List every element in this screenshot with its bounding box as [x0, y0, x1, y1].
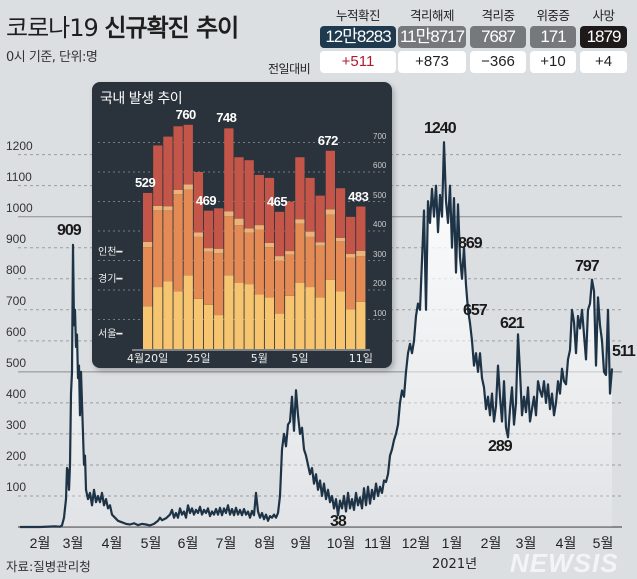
stat-cumulative: 누적확진 12만8283 +511 — [320, 6, 396, 73]
source-credit: 자료:질병관리청 — [6, 559, 91, 574]
inset-annotation: 760 — [175, 106, 197, 122]
annotation-label: 621 — [500, 315, 525, 332]
inset-title: 국내 발생 추이 — [100, 91, 183, 107]
x-tick-label: 7월 — [215, 535, 237, 551]
inset-y-tick: 100 — [373, 308, 387, 318]
annotation-label: 657 — [463, 302, 488, 319]
inset-stacked-bar-chart — [98, 124, 388, 351]
annotation-label: 38 — [330, 513, 347, 530]
inset-y-tick: 200 — [373, 279, 387, 288]
compare-label: 전일대비 — [268, 62, 311, 76]
inset-annotation: 672 — [317, 132, 339, 148]
stat-value: 1879 — [580, 26, 627, 48]
stat-label: 위중증 — [536, 8, 570, 23]
x-tick-label: 8월 — [254, 535, 276, 551]
watermark-logo: NEWSIS — [510, 548, 619, 578]
x-tick-label: 5월 — [140, 535, 162, 551]
legend-seoul: 서울━ — [98, 329, 123, 340]
inset-x-tick: 5월 — [250, 352, 268, 365]
x-tick-label: 3월 — [515, 535, 537, 551]
x-tick-label: 9월 — [290, 535, 312, 551]
y-tick-label: 1200 — [6, 138, 33, 153]
annotation-label: 511 — [612, 343, 636, 360]
y-tick-label: 500 — [6, 355, 27, 370]
inset-annotation: 748 — [216, 110, 237, 126]
stat-diff: +873 — [398, 51, 466, 73]
stat-value: 12만8283 — [320, 26, 396, 48]
stat-diff: +511 — [320, 51, 396, 73]
inset-annotation: 529 — [135, 174, 156, 190]
inset-y-tick: 400 — [373, 220, 387, 229]
y-tick-label: 400 — [6, 386, 27, 401]
annotation-label: 869 — [458, 235, 483, 252]
y-tick-label: 300 — [6, 417, 27, 432]
y-tick-label: 800 — [6, 262, 27, 277]
inset-y-tick: 600 — [373, 161, 387, 170]
stat-deaths: 사망 1879 +4 — [580, 6, 627, 73]
inset-y-tick: 500 — [373, 190, 387, 200]
y-tick-label: 1000 — [6, 200, 33, 215]
y-tick-label: 100 — [6, 479, 27, 494]
inset-annotation: 469 — [195, 192, 217, 208]
annotation-label: 289 — [488, 438, 513, 455]
x-tick-label: 6월 — [177, 535, 199, 551]
inset-y-tick: 300 — [373, 249, 387, 259]
legend-incheon: 인천━ — [98, 247, 123, 258]
inset-chart-panel: 국내 발생 추이 인천━ 경기━ 서울━ 100 200 300 400 500 600 7… — [92, 82, 392, 368]
annotation-label: 909 — [57, 222, 82, 239]
subtitle: 0시 기준, 단위:명 — [6, 50, 98, 65]
stat-value: 171 — [530, 26, 576, 48]
legend-gyeonggi: 경기━ — [98, 274, 123, 285]
y-tick-label: 600 — [6, 324, 27, 339]
x-tick-label: 11월 — [364, 535, 392, 551]
x-tick-label: 4월 — [101, 535, 123, 551]
stat-label: 사망 — [592, 8, 615, 23]
annotation-label: 797 — [575, 258, 600, 275]
stat-diff: −366 — [470, 51, 526, 73]
y-tick-label: 700 — [6, 293, 27, 308]
annotation-label: 1240 — [424, 120, 457, 137]
inset-x-tick: 5일 — [291, 352, 309, 365]
stat-label: 누적확진 — [335, 8, 381, 23]
year-label: 2021년 — [432, 557, 478, 572]
stat-label: 격리해제 — [409, 8, 455, 23]
y-tick-label: 200 — [6, 448, 27, 463]
inset-x-tick: 11일 — [348, 352, 373, 365]
stat-released: 격리해제 11만8717 +873 — [398, 6, 466, 73]
x-tick-label: 3월 — [62, 535, 84, 551]
inset-annotation: 483 — [348, 188, 369, 204]
stat-critical: 위중증 171 +10 — [530, 6, 576, 73]
inset-annotation: 465 — [266, 193, 288, 209]
stat-isolated: 격리중 7687 −366 — [470, 6, 526, 73]
inset-y-tick: 700 — [373, 131, 387, 141]
x-tick-label: 2월 — [480, 535, 502, 551]
y-tick-label: 1100 — [6, 169, 32, 184]
title-bold: 신규확진 추이 — [104, 14, 239, 42]
x-tick-label: 2월 — [29, 535, 51, 551]
x-tick-label: 4월 — [555, 535, 577, 551]
stat-diff: +10 — [530, 51, 576, 73]
x-tick-label: 5월 — [592, 535, 614, 551]
page-title: 코로나19 신규확진 추이 — [6, 8, 239, 43]
x-tick-label: 12월 — [401, 535, 431, 551]
title-light: 코로나19 — [6, 14, 99, 42]
x-tick-label: 1월 — [441, 535, 463, 551]
y-tick-label: 900 — [6, 231, 27, 246]
inset-x-tick: 4월20일 — [127, 352, 169, 365]
stat-value: 11만8717 — [398, 26, 466, 48]
x-tick-label: 10월 — [326, 535, 356, 551]
inset-x-tick: 25일 — [186, 352, 211, 365]
stat-label: 격리중 — [481, 8, 515, 23]
stat-value: 7687 — [470, 26, 526, 48]
stat-diff: +4 — [580, 51, 627, 73]
